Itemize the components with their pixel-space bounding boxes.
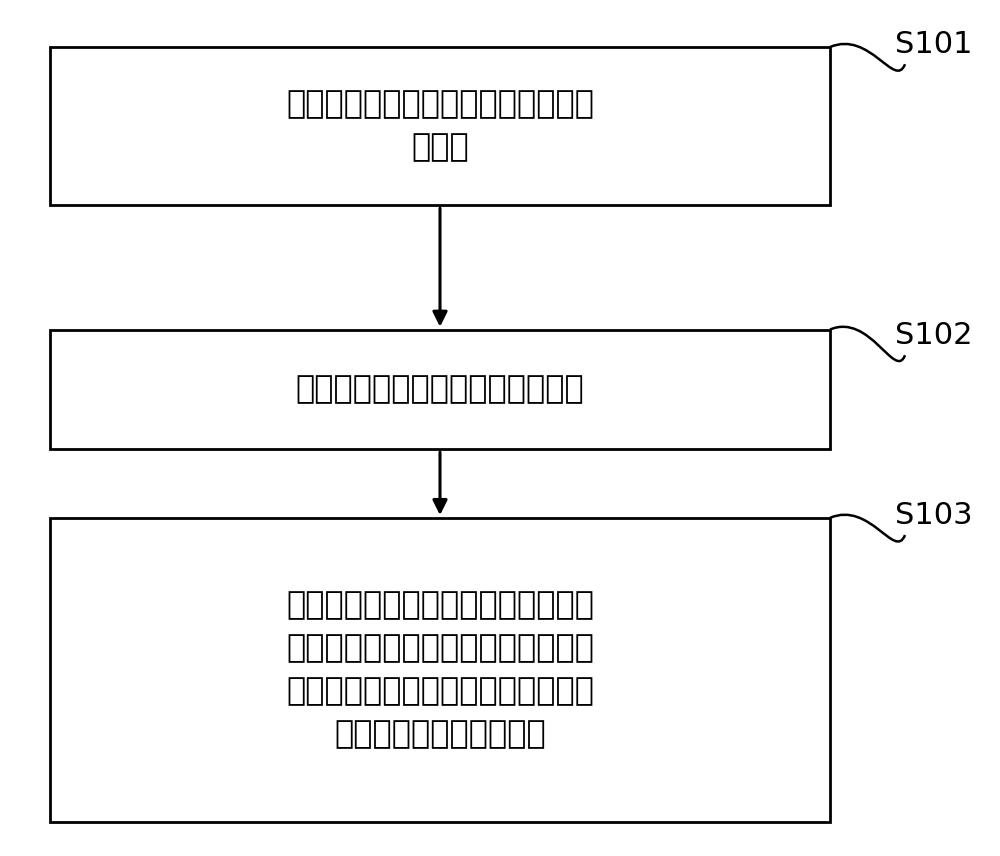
Text: 通过工控屏的编辑界面获取用户的设
置操作: 通过工控屏的编辑界面获取用户的设 置操作: [286, 89, 594, 163]
Text: 根据所述设置操作进行合法性判断: 根据所述设置操作进行合法性判断: [296, 374, 584, 405]
Text: S103: S103: [895, 501, 973, 530]
Bar: [50, 47, 830, 205]
Bar: [50, 518, 830, 822]
Text: S102: S102: [895, 321, 972, 350]
Text: 若合法，则根据所述设置操作触发对
应的程序配置，或者，根据所述设置
操作生成编译文件，其中，所述程序
配置用于引导程序的执行: 若合法，则根据所述设置操作触发对 应的程序配置，或者，根据所述设置 操作生成编译…: [286, 590, 594, 750]
Bar: [50, 330, 830, 449]
Text: S101: S101: [895, 30, 972, 59]
